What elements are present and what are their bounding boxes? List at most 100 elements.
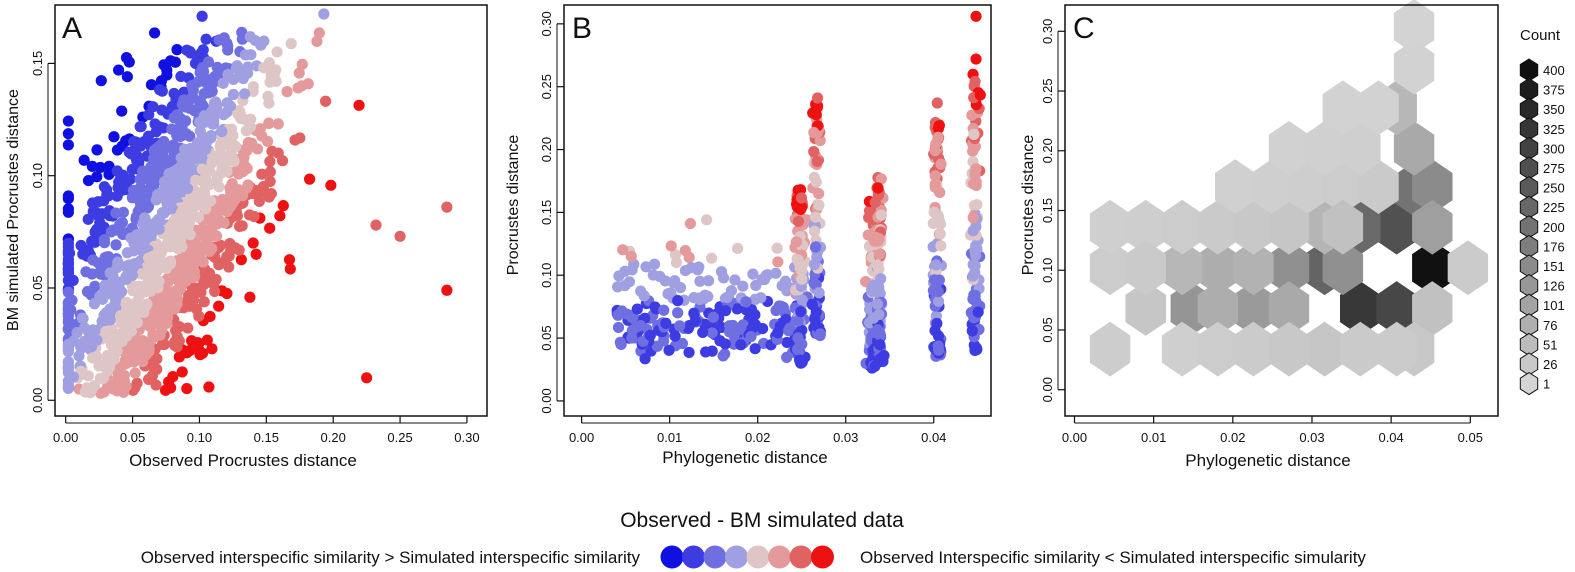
scatter-point <box>201 135 213 148</box>
scatter-point <box>296 58 308 70</box>
scatter-point <box>325 179 337 191</box>
hexbin-cell <box>1268 321 1310 377</box>
scatter-point <box>935 158 947 170</box>
scatter-point <box>707 311 719 323</box>
scatter-point <box>441 284 453 296</box>
scatter-point <box>213 154 225 166</box>
scatter-point <box>196 163 208 175</box>
scatter-point <box>105 226 117 238</box>
scatter-point <box>780 313 792 325</box>
count-legend: 4003753503253002752502252001761511261017… <box>1519 58 1565 396</box>
count-legend-label: 350 <box>1543 102 1565 117</box>
scatter-point <box>688 307 700 319</box>
scatter-point <box>871 298 884 310</box>
scatter-point <box>200 33 212 45</box>
scatter-point <box>810 176 822 188</box>
scatter-point <box>221 287 233 300</box>
scatter-point <box>194 282 206 294</box>
scatter-point <box>873 233 885 245</box>
scatter-point <box>706 252 718 264</box>
scatter-point <box>152 282 164 294</box>
scatter-point <box>809 241 822 253</box>
scatter-point <box>662 288 674 300</box>
scatter-point <box>102 251 115 263</box>
color-legend-dot <box>768 545 791 569</box>
scatter-point <box>176 121 188 133</box>
scatter-point <box>66 294 78 306</box>
hexbin-cell <box>1412 199 1453 255</box>
count-legend-title: Count <box>1520 27 1561 44</box>
scatter-point <box>153 223 165 235</box>
hexbin-cell <box>1393 39 1435 95</box>
scatter-point <box>284 263 296 275</box>
count-legend-label: 76 <box>1543 318 1557 333</box>
panel-b-axes: 0.00 0.01 0.02 0.03 0.04 0.00 0.05 0.10 0.15 0.20… <box>539 11 946 445</box>
scatter-point <box>929 325 941 337</box>
scatter-point <box>224 100 237 112</box>
y-tick-label: 0.25 <box>539 74 554 99</box>
scatter-point <box>771 242 783 254</box>
count-legend-hex <box>1519 274 1539 298</box>
scatter-point <box>935 240 947 252</box>
scatter-point <box>311 35 323 47</box>
scatter-point <box>133 287 146 299</box>
x-tick-label: 0.00 <box>53 430 78 445</box>
scatter-point <box>112 64 125 76</box>
scatter-point <box>674 320 686 332</box>
scatter-point <box>202 56 215 68</box>
scatter-point <box>227 88 240 101</box>
scatter-point <box>929 170 941 182</box>
scatter-point <box>103 326 115 338</box>
scatter-point <box>318 8 330 20</box>
scatter-point <box>109 343 121 355</box>
scatter-point <box>111 144 124 156</box>
scatter-point <box>648 258 661 270</box>
scatter-point <box>750 279 762 292</box>
scatter-point <box>808 225 821 237</box>
x-tick-label: 0.25 <box>387 430 412 445</box>
count-legend-label: 400 <box>1543 63 1565 78</box>
scatter-point <box>796 264 808 277</box>
scatter-point <box>233 244 245 256</box>
scatter-point <box>972 306 984 318</box>
scatter-point <box>934 228 946 240</box>
scatter-point <box>163 201 175 214</box>
scatter-point <box>932 122 945 134</box>
scatter-point <box>95 387 107 399</box>
scatter-point <box>172 109 184 121</box>
scatter-point <box>684 217 696 230</box>
scatter-point <box>873 355 885 367</box>
scatter-point <box>749 343 761 355</box>
scatter-point <box>682 322 694 334</box>
scatter-point <box>272 118 284 130</box>
scatter-point <box>213 300 225 312</box>
scatter-point <box>613 270 625 282</box>
scatter-point <box>244 291 256 303</box>
scatter-point <box>319 95 332 107</box>
count-legend-label: 275 <box>1543 161 1565 176</box>
scatter-point <box>62 206 74 218</box>
scatter-point <box>221 250 233 263</box>
scatter-point <box>143 320 155 332</box>
scatter-point <box>659 275 672 287</box>
scatter-point <box>62 139 74 151</box>
count-legend-label: 325 <box>1543 122 1565 137</box>
scatter-point <box>626 264 638 276</box>
scatter-point <box>702 275 715 287</box>
scatter-point <box>808 145 820 158</box>
panel-b-letter: B <box>572 12 592 45</box>
hexbin-cell <box>1447 240 1489 296</box>
scatter-point <box>216 194 228 206</box>
scatter-point <box>631 303 643 315</box>
x-tick-label: 0.00 <box>569 430 594 445</box>
scatter-point <box>194 95 206 108</box>
scatter-point <box>394 230 406 242</box>
scatter-point <box>126 192 138 204</box>
scatter-point <box>170 234 182 247</box>
x-tick-label: 0.04 <box>921 430 946 445</box>
scatter-point <box>115 361 127 373</box>
scatter-point <box>811 92 824 104</box>
scatter-point <box>181 271 193 283</box>
scatter-point <box>276 155 289 167</box>
scatter-point <box>625 250 637 262</box>
